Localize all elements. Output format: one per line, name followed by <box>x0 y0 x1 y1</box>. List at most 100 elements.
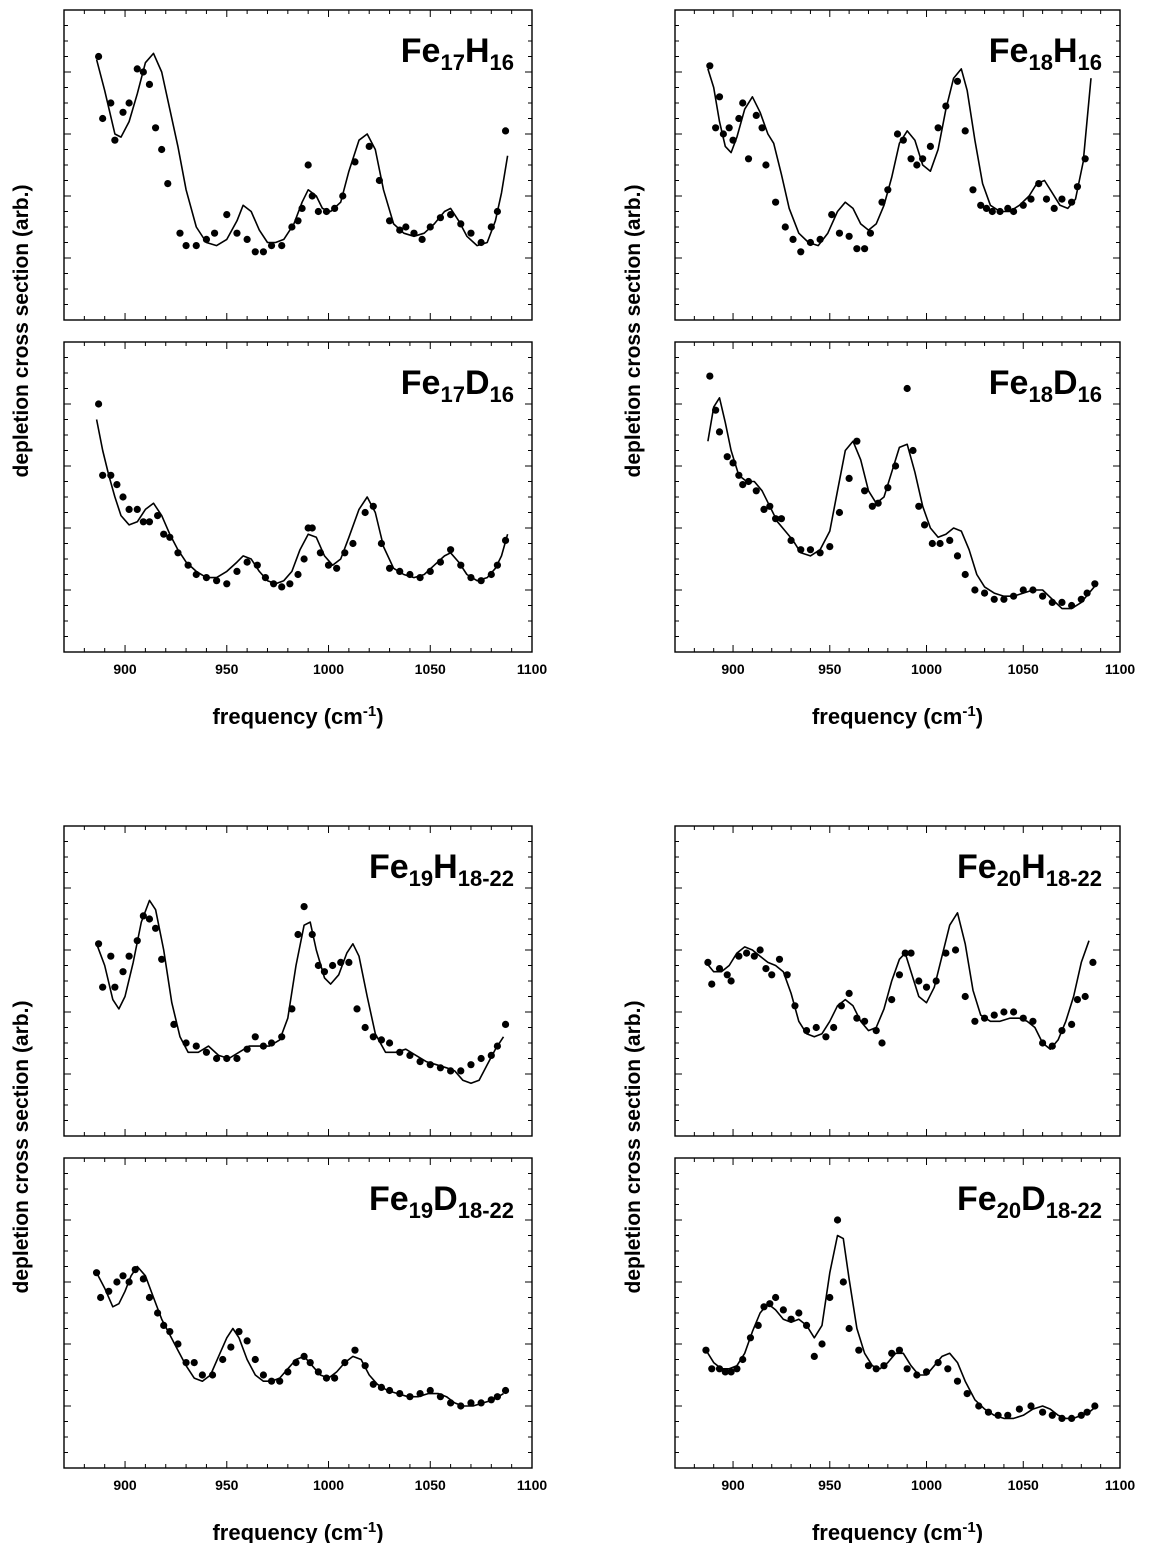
data-point <box>907 155 915 163</box>
label-subscript: 18-22 <box>458 1198 514 1223</box>
x-tick-label: 950 <box>215 1477 239 1493</box>
data-point <box>868 502 876 510</box>
data-point <box>345 958 353 967</box>
data-point <box>145 80 154 88</box>
data-point <box>477 577 485 585</box>
data-point <box>416 1390 424 1398</box>
data-point <box>99 471 107 479</box>
data-point <box>944 1365 952 1373</box>
data-point <box>278 1033 286 1041</box>
data-point <box>1019 1014 1027 1022</box>
data-point <box>828 211 836 219</box>
data-point <box>963 1390 971 1398</box>
x-axis-label-close: ) <box>976 1520 983 1543</box>
data-point <box>893 130 902 138</box>
fit-curve <box>705 1234 1098 1420</box>
x-axis-label-superscript: -1 <box>363 703 376 720</box>
data-point <box>308 524 316 532</box>
data-point <box>300 555 308 563</box>
data-point <box>410 229 418 237</box>
data-point <box>416 574 424 582</box>
data-point <box>174 549 182 557</box>
data-point <box>174 1340 182 1348</box>
data-point <box>723 453 731 461</box>
data-point <box>192 570 200 579</box>
data-point <box>457 561 465 569</box>
data-point <box>766 502 774 510</box>
x-axis-label-superscript: -1 <box>962 703 975 720</box>
data-point <box>919 155 927 163</box>
data-point <box>477 1399 485 1407</box>
data-point <box>125 1278 133 1286</box>
data-point <box>1083 1408 1091 1416</box>
data-point <box>752 111 760 119</box>
data-point <box>406 1393 414 1401</box>
data-point <box>406 570 414 579</box>
data-point <box>723 971 731 979</box>
data-point <box>775 955 784 963</box>
data-point <box>1048 598 1056 607</box>
data-point <box>501 536 510 545</box>
label-species: D <box>1053 364 1078 402</box>
data-point <box>322 1374 331 1382</box>
x-axis-label-superscript: -1 <box>363 1519 376 1536</box>
data-point <box>113 1278 121 1286</box>
data-point <box>779 1306 787 1314</box>
data-point <box>874 499 882 507</box>
data-point <box>727 977 735 985</box>
data-point <box>1009 1008 1018 1016</box>
label-subscript: 16 <box>1078 50 1102 75</box>
data-point <box>969 186 977 194</box>
chart-panel: Fe20H18-22 <box>674 825 1121 1137</box>
data-point <box>369 502 377 510</box>
data-point <box>223 1054 231 1063</box>
data-point <box>915 977 923 985</box>
data-point <box>1009 592 1018 600</box>
data-point <box>1089 958 1097 967</box>
data-point <box>154 1309 162 1317</box>
data-point <box>816 235 824 243</box>
data-point <box>447 1399 455 1407</box>
fit-curve <box>707 397 1098 610</box>
data-point <box>314 1368 322 1376</box>
data-point <box>872 1027 880 1035</box>
data-point <box>1058 598 1066 607</box>
data-point <box>351 158 359 166</box>
data-point <box>426 1386 434 1395</box>
data-point <box>744 477 753 486</box>
data-point <box>772 198 780 206</box>
data-point <box>107 99 115 107</box>
data-point <box>105 1287 113 1295</box>
data-point <box>760 1303 768 1311</box>
data-point <box>953 552 962 560</box>
data-point <box>259 1042 268 1050</box>
data-point <box>975 1402 983 1410</box>
label-element: Fe <box>957 848 997 886</box>
data-point <box>158 145 166 154</box>
x-tick-label: 950 <box>818 1477 842 1493</box>
data-point <box>762 965 770 973</box>
data-point <box>725 124 733 132</box>
data-point <box>377 539 386 548</box>
data-point <box>880 1362 888 1370</box>
data-point <box>107 952 115 960</box>
fit-curve <box>95 52 509 247</box>
label-species: H <box>1053 32 1078 70</box>
data-point <box>802 1027 811 1035</box>
x-tick-label: 1050 <box>1008 661 1039 677</box>
data-point <box>151 124 160 132</box>
label-species: H <box>1021 848 1046 886</box>
data-point <box>154 511 162 520</box>
data-point <box>385 564 394 572</box>
data-point <box>416 1058 424 1066</box>
label-subscript: 17 <box>440 382 464 407</box>
data-point <box>182 242 190 250</box>
data-point <box>1039 1039 1047 1047</box>
data-point <box>1068 1020 1076 1028</box>
data-point <box>227 1343 235 1351</box>
data-point <box>94 52 103 61</box>
data-point <box>1000 595 1008 603</box>
data-point <box>119 493 127 501</box>
data-point <box>133 65 141 73</box>
data-point <box>487 223 495 231</box>
